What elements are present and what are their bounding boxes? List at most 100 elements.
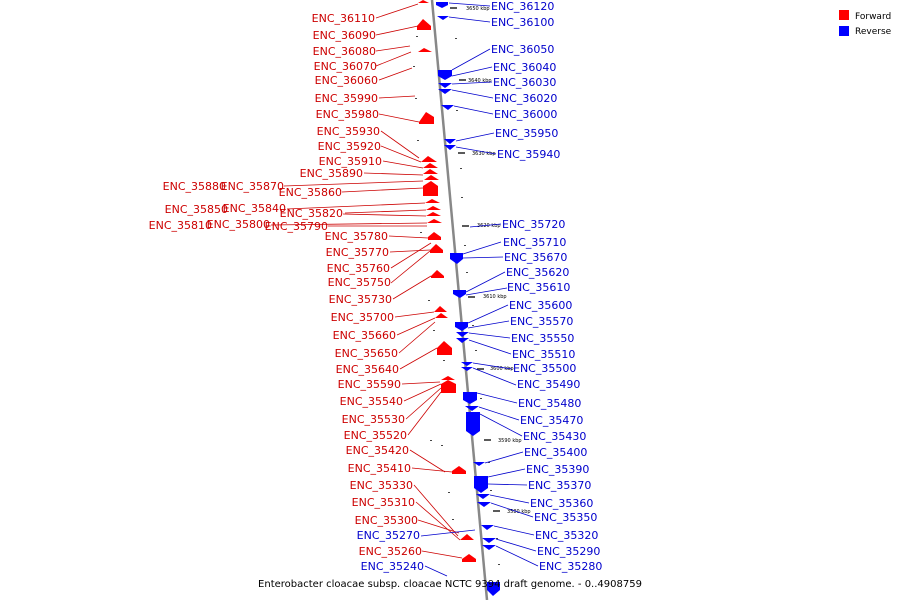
reverse-gene-arrow: [450, 253, 463, 264]
gene-label-reverse: ENC_35270: [357, 529, 420, 542]
reverse-gene-arrow: [482, 538, 496, 543]
gene-label-reverse: ENC_35610: [507, 281, 570, 294]
gene-label-forward: ENC_35310: [352, 496, 415, 509]
forward-gene-arrow: [426, 206, 441, 210]
gene-label-reverse: ENC_35550: [511, 332, 574, 345]
forward-gene-arrow: [424, 175, 439, 180]
gene-label-reverse: ENC_36030: [493, 76, 556, 89]
minor-ticks: [413, 36, 500, 565]
forward-gene-arrow: [431, 270, 444, 278]
gene-label-forward: ENC_35420: [346, 444, 409, 457]
scale-tick-label: 3650 kbp: [466, 6, 490, 12]
gene-label-reverse: ENC_35510: [512, 348, 575, 361]
forward-gene-arrow: [428, 232, 441, 240]
forward-gene-arrow: [417, 19, 431, 30]
gene-label-forward: ENC_35790: [265, 220, 328, 233]
gene-label-forward: ENC_35700: [331, 311, 394, 324]
gene-label-forward: ENC_35860: [279, 186, 342, 199]
gene-label-forward: ENC_35760: [327, 262, 390, 275]
forward-gene-arrow: [423, 181, 438, 196]
reverse-gene-arrow: [477, 502, 491, 507]
scale-tick-label: 3630 kbp: [472, 151, 496, 157]
forward-leader-lines: [270, 3, 463, 559]
legend-swatch-reverse: [839, 26, 849, 36]
gene-label-reverse: ENC_35360: [530, 497, 593, 510]
reverse-gene-arrow: [473, 462, 485, 466]
reverse-gene-arrow: [441, 105, 454, 110]
gene-label-forward: ENC_35650: [335, 347, 398, 360]
gene-label-forward: ENC_35780: [325, 230, 388, 243]
forward-gene-arrow: [430, 244, 443, 253]
forward-gene-arrow: [460, 534, 474, 540]
gene-label-forward: ENC_35750: [328, 276, 391, 289]
forward-gene-arrow: [452, 466, 466, 474]
legend: Forward Reverse: [839, 10, 892, 37]
scale-tick-label: 3640 kbp: [468, 78, 492, 84]
gene-label-reverse: ENC_35710: [503, 236, 566, 249]
gene-label-reverse: ENC_35940: [497, 148, 560, 161]
gene-label-forward: ENC_35890: [300, 167, 363, 180]
genome-axis: [430, 0, 489, 600]
gene-label-forward: ENC_36060: [315, 74, 378, 87]
gene-label-reverse: ENC_35290: [537, 545, 600, 558]
gene-label-forward: ENC_35840: [223, 202, 286, 215]
gene-label-reverse: ENC_36040: [493, 61, 556, 74]
gene-label-reverse: ENC_36000: [494, 108, 557, 121]
reverse-gene-arrow: [463, 392, 477, 404]
reverse-gene-arrow: [461, 362, 473, 366]
gene-label-reverse: ENC_35950: [495, 127, 558, 140]
scale-tick-label: 3590 kbp: [498, 438, 522, 444]
gene-label-reverse: ENC_35500: [513, 362, 576, 375]
reverse-gene-arrow: [482, 545, 496, 550]
gene-label-reverse: ENC_35350: [534, 511, 597, 524]
gene-label-reverse: ENC_35570: [510, 315, 573, 328]
gene-label-forward: ENC_35910: [319, 155, 382, 168]
gene-label-reverse: ENC_35620: [506, 266, 569, 279]
gene-label-reverse: ENC_35400: [524, 446, 587, 459]
reverse-gene-arrow: [487, 582, 500, 596]
gene-label-reverse: ENC_35480: [518, 397, 581, 410]
reverse-gene-arrow: [438, 89, 452, 94]
gene-label-forward: ENC_35930: [317, 125, 380, 138]
gene-label-reverse: ENC_35430: [523, 430, 586, 443]
gene-label-reverse: ENC_36120: [491, 0, 554, 13]
forward-gene-arrow: [462, 554, 476, 562]
reverse-gene-arrow: [455, 322, 468, 331]
forward-gene-arrow: [435, 313, 448, 318]
reverse-gene-arrow: [438, 83, 452, 88]
reverse-gene-arrow: [461, 367, 473, 371]
gene-label-forward: ENC_35800: [207, 218, 270, 231]
forward-labels: ENC_36110 ENC_36090 ENC_36080 ENC_36070 …: [149, 12, 422, 558]
forward-gene-arrow: [426, 212, 441, 216]
gene-label-reverse: ENC_35600: [509, 299, 572, 312]
reverse-gene-arrow: [466, 412, 480, 436]
gene-label-reverse: ENC_35720: [502, 218, 565, 231]
gene-label-reverse: ENC_36050: [491, 43, 554, 56]
gene-label-reverse: ENC_35280: [539, 560, 602, 573]
forward-gene-arrow: [418, 0, 429, 3]
forward-gene-arrow: [441, 376, 455, 380]
legend-label-forward: Forward: [855, 12, 891, 22]
gene-label-forward: ENC_35880: [163, 180, 226, 193]
map-caption: Enterobacter cloacae subsp. cloacae NCTC…: [258, 579, 642, 590]
reverse-gene-arrow: [465, 406, 479, 411]
gene-label-forward: ENC_35920: [318, 140, 381, 153]
reverse-gene-arrow: [474, 476, 488, 493]
scale-tick-label: 3610 kbp: [483, 294, 507, 300]
forward-gene-arrow: [437, 341, 452, 355]
gene-label-forward: ENC_36090: [313, 29, 376, 42]
gene-label-forward: ENC_35870: [221, 180, 284, 193]
reverse-gene-arrow: [481, 525, 494, 530]
forward-genes: [417, 0, 476, 562]
gene-label-forward: ENC_35520: [344, 429, 407, 442]
gene-label-forward: ENC_35330: [350, 479, 413, 492]
gene-label-forward: ENC_36110: [312, 12, 375, 25]
reverse-gene-arrow: [476, 494, 490, 499]
gene-label-forward: ENC_35990: [315, 92, 378, 105]
gene-label-forward: ENC_35410: [348, 462, 411, 475]
legend-label-reverse: Reverse: [855, 27, 892, 37]
scale-tick-label: 3620 kbp: [477, 223, 501, 229]
forward-gene-arrow: [441, 380, 456, 393]
reverse-gene-arrow: [436, 2, 448, 8]
